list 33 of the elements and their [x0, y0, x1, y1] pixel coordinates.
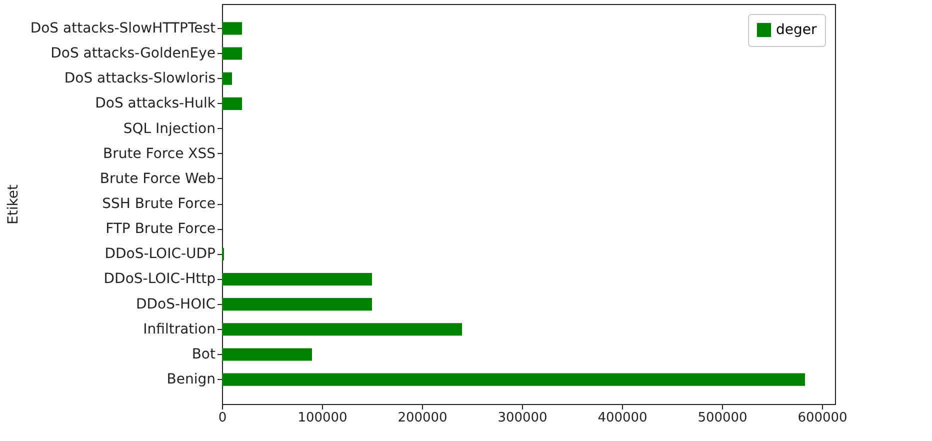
bar [222, 323, 462, 336]
bar [222, 97, 242, 110]
y-tick-label: SSH Brute Force [102, 196, 216, 212]
legend-label: deger [776, 22, 817, 38]
x-tick-label: 200000 [398, 410, 448, 426]
x-tick-label: 400000 [598, 410, 648, 426]
y-tick-label: DoS attacks-SlowHTTPTest [30, 20, 216, 36]
y-tick-label: DDoS-LOIC-UDP [104, 246, 216, 262]
x-tick-label: 600000 [798, 410, 848, 426]
x-tick-label: 0 [218, 410, 227, 426]
bar [222, 22, 242, 35]
y-tick-label: DDoS-HOIC [136, 296, 216, 312]
y-tick-label: DoS attacks-GoldenEye [50, 46, 216, 62]
x-tick-label: 500000 [698, 410, 748, 426]
y-tick-label: FTP Brute Force [106, 221, 216, 238]
x-tick-label: 300000 [498, 410, 548, 426]
bar [222, 348, 312, 361]
bar [222, 272, 372, 286]
y-tick-label: SQL Injection [123, 120, 216, 137]
bar [222, 373, 805, 386]
bar [222, 298, 372, 311]
bar [222, 72, 232, 85]
x-tick-label: 100000 [298, 410, 348, 426]
y-tick-label: Bot [192, 346, 216, 362]
y-tick-label: DoS attacks-Hulk [95, 96, 216, 112]
y-tick-label: Brute Force Web [100, 170, 216, 187]
y-tick-label: Benign [166, 372, 216, 388]
y-tick-label: DDoS-LOIC-Http [104, 271, 216, 288]
y-tick-label: DoS attacks-Slowloris [64, 70, 216, 87]
bar [222, 47, 242, 60]
y-tick-label: Brute Force XSS [103, 146, 216, 162]
y-axis-title: Etiket [5, 184, 22, 224]
y-tick-label: Infiltration [143, 321, 216, 338]
